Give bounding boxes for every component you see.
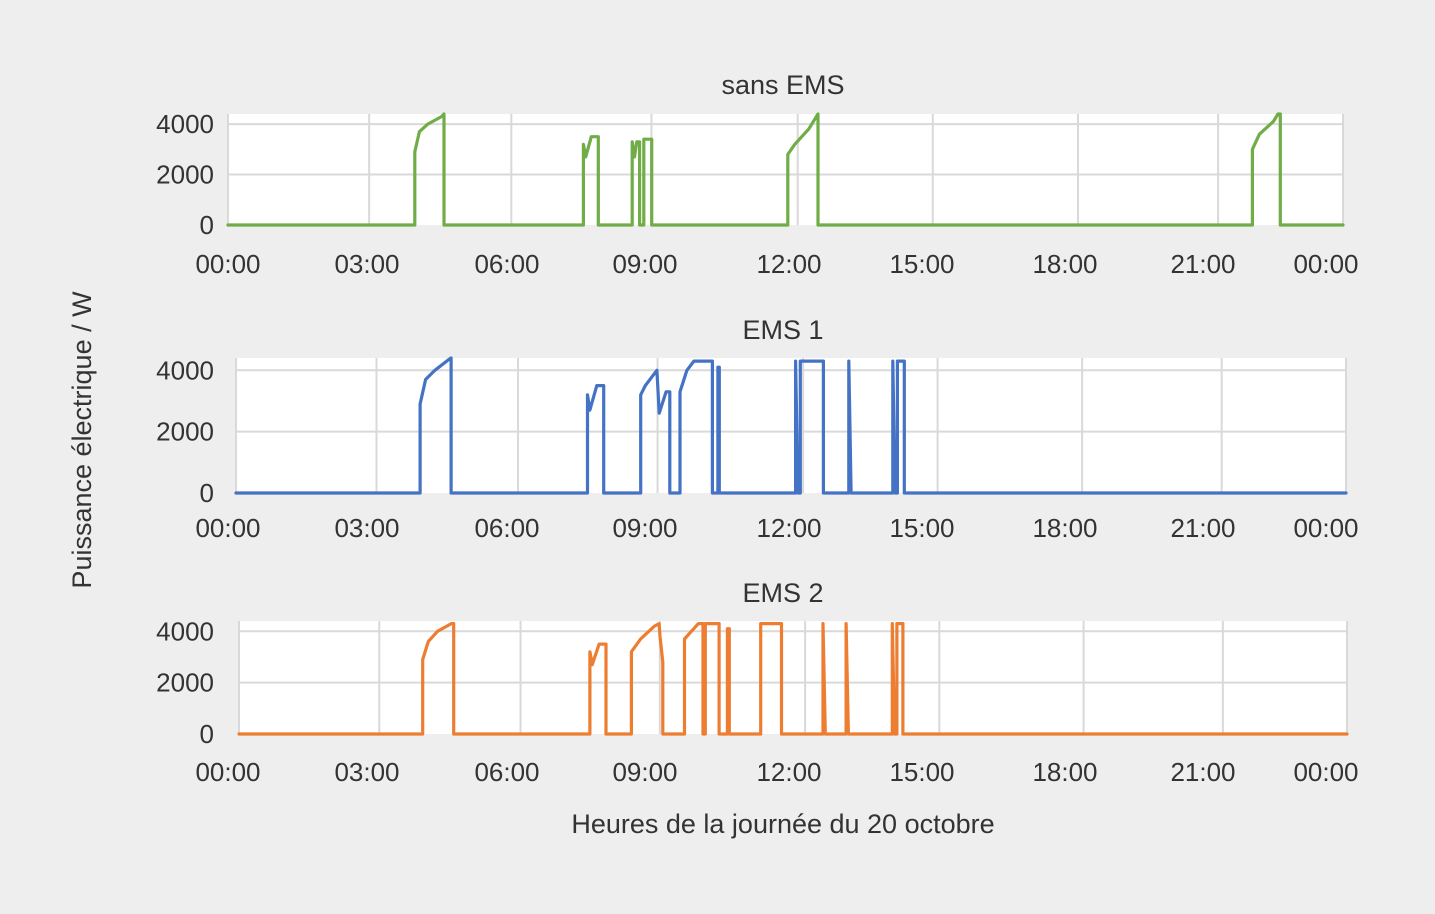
chart-panel-3: EMS 2 4000 2000 0 00:00 03:00 06:00 09:00 12:00 1… [156,578,1358,787]
chart-panels: sans EMS 4000 2000 0 00:00 03:00 06:00 09:00 12:… [156,70,1358,787]
x-tick-label: 03:00 [334,513,399,543]
x-tick-label: 12:00 [756,757,821,787]
x-tick-label: 00:00 [195,249,260,279]
x-tick-label: 21:00 [1170,757,1235,787]
y-tick-label: 0 [200,478,214,508]
y-tick-label: 0 [200,719,214,749]
x-tick-label: 12:00 [756,513,821,543]
plot-area [239,621,1347,734]
series-line [237,622,1349,736]
x-tick-label: 06:00 [474,513,539,543]
series-line [226,112,1345,227]
x-tick-label: 00:00 [1293,757,1358,787]
x-tick-label: 03:00 [334,249,399,279]
x-tick-label: 06:00 [474,249,539,279]
x-tick-label: 18:00 [1032,757,1097,787]
y-tick-label: 0 [200,210,214,240]
x-tick-label: 09:00 [612,513,677,543]
x-tick-label: 06:00 [474,757,539,787]
y-tick-label: 4000 [156,616,214,646]
x-tick-label: 00:00 [1293,249,1358,279]
y-tick-label: 2000 [156,160,214,190]
x-tick-label: 09:00 [612,757,677,787]
x-tick-label: 18:00 [1032,249,1097,279]
x-tick-label: 00:00 [195,513,260,543]
series-line [234,356,1348,495]
x-tick-label: 12:00 [756,249,821,279]
y-tick-label: 4000 [156,355,214,385]
y-axis-label: Puissance électrique / W [67,291,97,589]
x-tick-label: 00:00 [1293,513,1358,543]
chart-title: EMS 1 [742,315,823,345]
x-tick-label: 03:00 [334,757,399,787]
y-tick-label: 2000 [156,668,214,698]
x-tick-label: 15:00 [889,757,954,787]
chart-panel-1: sans EMS 4000 2000 0 00:00 03:00 06:00 09:00 12:… [156,70,1358,279]
x-tick-label: 00:00 [195,757,260,787]
chart-title: sans EMS [721,70,844,100]
x-tick-label: 21:00 [1170,513,1235,543]
x-tick-label: 15:00 [889,249,954,279]
y-tick-label: 2000 [156,417,214,447]
x-tick-label: 18:00 [1032,513,1097,543]
y-tick-label: 4000 [156,109,214,139]
chart-panel-2: EMS 1 4000 2000 0 00:00 03:00 06:00 09:00 12:00 1… [156,315,1358,543]
plot-area [228,114,1343,225]
plot-area [236,358,1346,493]
x-tick-label: 09:00 [612,249,677,279]
x-axis-label: Heures de la journée du 20 octobre [571,809,994,839]
x-tick-label: 21:00 [1170,249,1235,279]
chart-title: EMS 2 [742,578,823,608]
x-tick-label: 15:00 [889,513,954,543]
